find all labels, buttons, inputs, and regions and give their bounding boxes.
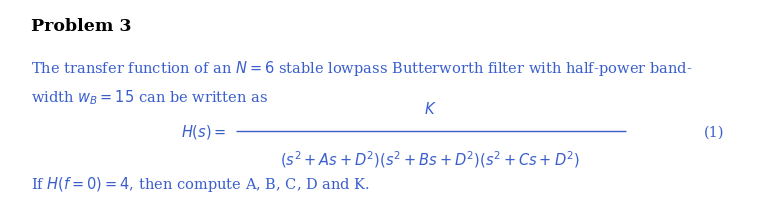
Text: The transfer function of an $N = 6$ stable lowpass Butterworth filter with half-: The transfer function of an $N = 6$ stab… bbox=[31, 59, 692, 78]
Text: If $H(f = 0) = 4$, then compute A, B, C, D and K.: If $H(f = 0) = 4$, then compute A, B, C,… bbox=[31, 174, 370, 193]
Text: width $w_B = 15$ can be written as: width $w_B = 15$ can be written as bbox=[31, 88, 268, 106]
Text: $H(s) =$: $H(s) =$ bbox=[181, 123, 227, 141]
Text: $K$: $K$ bbox=[424, 100, 436, 116]
Text: Problem 3: Problem 3 bbox=[31, 18, 131, 35]
Text: $(s^2 + As + D^2)(s^2 + Bs + D^2)(s^2 + Cs + D^2)$: $(s^2 + As + D^2)(s^2 + Bs + D^2)(s^2 + … bbox=[280, 149, 580, 169]
Text: (1): (1) bbox=[704, 125, 724, 139]
